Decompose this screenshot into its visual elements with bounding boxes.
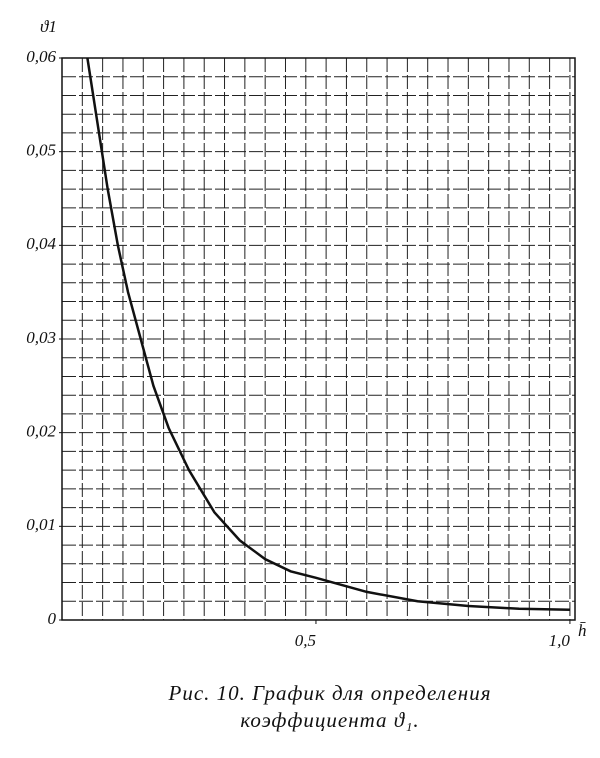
y-tick-label: 0,05	[26, 141, 56, 160]
y-tick-label: 0,02	[26, 422, 56, 441]
x-axis-label: h̄	[578, 621, 587, 640]
y-tick-label: 0,03	[26, 328, 56, 347]
y-tick-label: 0,04	[26, 234, 56, 253]
y-axis-label: ϑ1	[40, 17, 57, 36]
caption: Рис. 10. График для определения	[168, 681, 492, 705]
y-tick-label: 0	[48, 609, 57, 628]
caption: коэффициента ϑ₁.	[240, 708, 419, 732]
x-tick-label: 0,5	[295, 631, 316, 650]
curve	[86, 57, 570, 611]
y-tick-label: 0,01	[26, 515, 56, 534]
y-tick-label: 0,06	[26, 47, 56, 66]
x-tick-label: 1,0	[549, 631, 571, 650]
